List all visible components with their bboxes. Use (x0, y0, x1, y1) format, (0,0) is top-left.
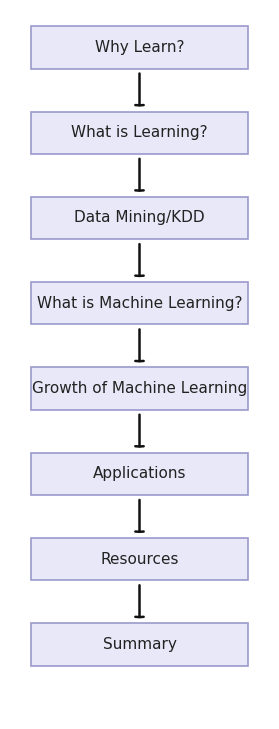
Text: Growth of Machine Learning: Growth of Machine Learning (32, 381, 247, 396)
FancyBboxPatch shape (31, 197, 248, 239)
Text: Data Mining/KDD: Data Mining/KDD (74, 211, 205, 225)
FancyBboxPatch shape (31, 623, 248, 666)
FancyBboxPatch shape (31, 367, 248, 410)
Text: Summary: Summary (103, 637, 176, 652)
FancyBboxPatch shape (31, 26, 248, 69)
Text: Why Learn?: Why Learn? (95, 40, 184, 55)
FancyBboxPatch shape (31, 282, 248, 324)
FancyBboxPatch shape (31, 538, 248, 580)
Text: What is Learning?: What is Learning? (71, 125, 208, 140)
FancyBboxPatch shape (31, 453, 248, 495)
FancyBboxPatch shape (31, 112, 248, 154)
Text: What is Machine Learning?: What is Machine Learning? (37, 296, 242, 311)
Text: Resources: Resources (100, 552, 179, 566)
Text: Applications: Applications (93, 467, 186, 481)
